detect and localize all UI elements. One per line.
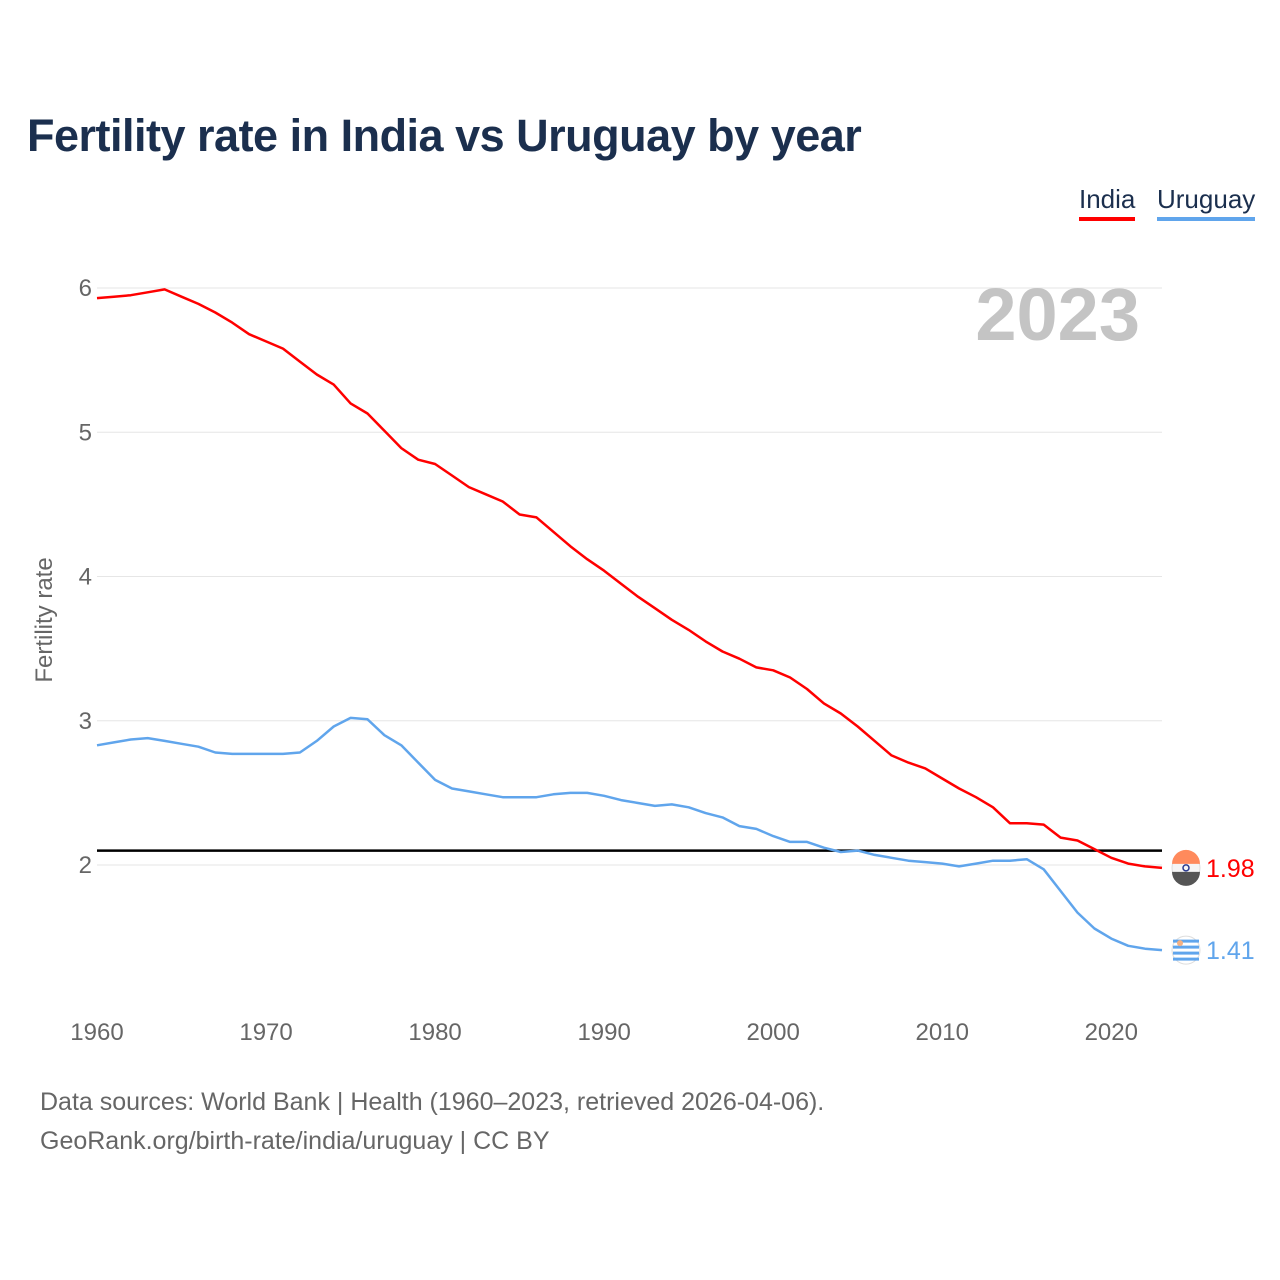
y-axis-label: Fertility rate [31, 557, 58, 682]
flag-stripe [1173, 939, 1199, 943]
legend-india[interactable]: India [1079, 184, 1136, 221]
end-value-label-uruguay: 1.41 [1206, 937, 1255, 965]
x-tick-label: 1980 [408, 1019, 461, 1046]
flag-sun [1177, 940, 1183, 947]
y-tick-label: 2 [79, 852, 92, 879]
footer-sources: Data sources: World Bank | Health (1960–… [40, 1088, 825, 1116]
x-tick-label: 2020 [1085, 1019, 1138, 1046]
y-tick-label: 4 [79, 564, 92, 591]
legend-uruguay[interactable]: Uruguay [1157, 184, 1256, 221]
chart-title: Fertility rate in India vs Uruguay by ye… [27, 110, 862, 161]
x-tick-label: 2000 [746, 1019, 799, 1046]
y-tick-label: 5 [79, 419, 92, 446]
footer-link[interactable]: GeoRank.org/birth-rate/india/uruguay | C… [40, 1127, 550, 1155]
flag-stripe [1173, 945, 1199, 949]
flag-stripe [1172, 849, 1200, 864]
flag-stripe [1172, 871, 1200, 886]
x-tick-label: 2010 [916, 1019, 969, 1046]
year-label: 2023 [975, 273, 1140, 356]
x-tick-label: 1960 [70, 1019, 123, 1046]
flag-stripe [1173, 951, 1199, 955]
flag-chakra [1182, 864, 1190, 872]
series-line-uruguay [96, 716, 1163, 952]
x-tick-label: 1990 [577, 1019, 630, 1046]
y-tick-label: 6 [79, 275, 92, 302]
y-tick-label: 3 [79, 708, 92, 735]
end-value-label-india: 1.98 [1206, 855, 1255, 883]
x-tick-label: 1970 [239, 1019, 292, 1046]
flag-stripe [1173, 957, 1199, 961]
series-line-india [96, 288, 1163, 870]
